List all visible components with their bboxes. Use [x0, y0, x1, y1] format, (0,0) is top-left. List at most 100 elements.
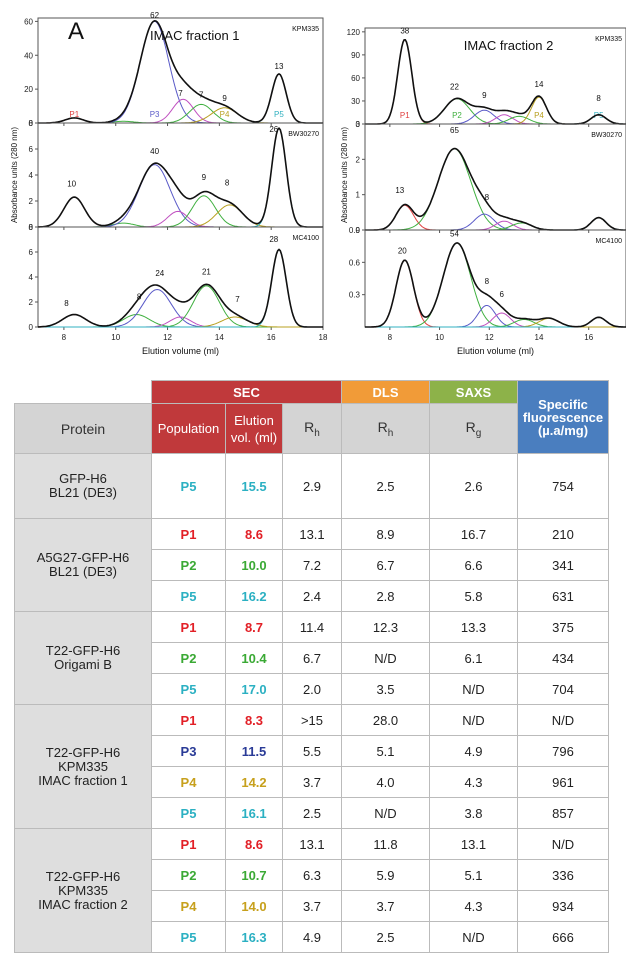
x-tick-label: 12 — [485, 333, 494, 342]
elution-cell: 10.7 — [225, 859, 283, 891]
x-tick-label: 10 — [435, 333, 444, 342]
header-dls: DLS — [341, 380, 430, 404]
fluorescence-cell: 961 — [517, 766, 609, 798]
strain-label: KPM335 — [595, 36, 622, 43]
fluorescence-cell: 796 — [517, 735, 609, 767]
rg-saxs-cell: 6.6 — [429, 549, 518, 581]
y-axis-label: Absorbance units (280 nm) — [340, 127, 349, 223]
population-label: P5 — [274, 110, 284, 119]
peak-value-label: 62 — [150, 11, 159, 20]
x-tick-label: 8 — [388, 333, 393, 342]
total-trace — [38, 19, 323, 124]
peak-value-label: 9 — [482, 91, 487, 100]
panel-b: B SEC DLS SAXS Specific fluorescence (µ.… — [0, 380, 626, 953]
y-tick-label: 20 — [24, 85, 33, 94]
rh-dls-cell: 11.8 — [341, 828, 430, 860]
rg-saxs-cell: N/D — [429, 921, 518, 953]
rg-saxs-cell: 5.8 — [429, 580, 518, 612]
plot-frame — [364, 229, 626, 328]
rh-dls-cell: 8.9 — [341, 518, 430, 550]
strain-label: MC4100 — [596, 238, 623, 245]
y-tick-label: 0 — [29, 119, 34, 128]
y-tick-label: 90 — [351, 51, 360, 60]
header-specific-fluorescence: Specific fluorescence (µ.a/mg) — [517, 380, 609, 454]
peak-value-label: 54 — [450, 229, 459, 238]
elution-cell: 17.0 — [225, 673, 283, 705]
fluorescence-cell: N/D — [517, 704, 609, 736]
header-protein: Protein — [14, 403, 152, 454]
total-trace — [365, 38, 626, 125]
peak-value-label: 7 — [178, 89, 183, 98]
y-tick-label: 30 — [351, 97, 360, 106]
table-row: P2 10.0 7.2 6.7 6.6 341 — [15, 549, 609, 581]
table-body: GFP-H6 BL21 (DE3) P5 15.5 2.9 2.5 2.6 754 A5G27… — [14, 453, 609, 953]
y-tick-label: 2 — [356, 155, 361, 164]
x-tick-label: 10 — [111, 333, 120, 342]
rh-dls-cell: N/D — [341, 797, 430, 829]
peak-value-label: 10 — [67, 180, 76, 189]
population-cell: P4 — [151, 766, 226, 798]
y-tick-label: 0 — [29, 323, 34, 332]
header-rh-sec: Rh — [282, 403, 342, 454]
population-cell: P1 — [151, 828, 226, 860]
rg-saxs-cell: 4.3 — [429, 766, 518, 798]
rh-sec-cell: 5.5 — [282, 735, 342, 767]
header-saxs: SAXS — [429, 380, 518, 404]
peak-value-label: 40 — [150, 147, 159, 156]
x-axis-label: Elution volume (ml) — [457, 346, 534, 356]
protein-cell: GFP-H6 BL21 (DE3) — [14, 453, 152, 519]
elution-cell: 14.0 — [225, 890, 283, 922]
rh-sec-cell: 13.1 — [282, 518, 342, 550]
peak-value-label: 22 — [450, 82, 459, 91]
population-label: P2 — [452, 111, 462, 120]
rh-dls-cell: 5.9 — [341, 859, 430, 891]
rg-saxs-cell: 13.1 — [429, 828, 518, 860]
fluorescence-cell: 754 — [517, 453, 609, 519]
elution-cell: 16.3 — [225, 921, 283, 953]
table-row: P5 17.0 2.0 3.5 N/D 704 — [15, 673, 609, 705]
x-tick-label: 14 — [215, 333, 224, 342]
population-cell: P5 — [151, 673, 226, 705]
population-cell: P4 — [151, 890, 226, 922]
y-tick-label: 6 — [29, 248, 34, 257]
rh-sec-cell: 7.2 — [282, 549, 342, 581]
y-tick-label: 0 — [29, 223, 34, 232]
fluorescence-cell: 666 — [517, 921, 609, 953]
peak-value-label: 6 — [499, 290, 504, 299]
rh-sec-cell: 2.9 — [282, 453, 342, 519]
rh-letter: R — [377, 418, 388, 435]
elution-cell: 14.2 — [225, 766, 283, 798]
y-tick-label: 60 — [351, 74, 360, 83]
strain-label: KPM335 — [292, 26, 319, 33]
population-cell: P5 — [151, 797, 226, 829]
rh-sec-cell: 6.3 — [282, 859, 342, 891]
rh-sec-cell: >15 — [282, 704, 342, 736]
peak-value-label: 7 — [235, 295, 240, 304]
peak-component — [365, 259, 626, 328]
table-row: T22-GFP-H6 KPM335 IMAC fraction 1 P1 8.3 >1… — [14, 704, 609, 829]
rh-sec-cell: 3.7 — [282, 890, 342, 922]
rh-sec-cell: 2.4 — [282, 580, 342, 612]
peak-component — [38, 248, 323, 328]
population-label: P1 — [400, 111, 410, 120]
y-tick-label: 0.6 — [349, 258, 361, 267]
fluorescence-cell: 341 — [517, 549, 609, 581]
peak-value-label: 21 — [202, 268, 211, 277]
peak-component — [38, 285, 323, 328]
peak-value-label: 20 — [398, 247, 407, 256]
plot-frame — [37, 226, 324, 328]
population-cell: P2 — [151, 859, 226, 891]
table-row: T22-GFP-H6 KPM335 IMAC fraction 2 P1 8.6 13… — [14, 828, 609, 953]
peak-component — [365, 217, 626, 231]
rg-letter: R — [465, 418, 476, 435]
population-label: P3 — [150, 110, 160, 119]
subplot-title: IMAC fraction 1 — [150, 28, 240, 43]
fluorescence-cell: 857 — [517, 797, 609, 829]
y-tick-label: 0 — [356, 120, 361, 129]
table-row: P4 14.2 3.7 4.0 4.3 961 — [15, 766, 609, 798]
plot-frame — [364, 123, 626, 231]
table-row: P3 11.5 5.5 5.1 4.9 796 — [15, 735, 609, 767]
x-tick-label: 16 — [584, 333, 593, 342]
y-axis-label: Absorbance units (280 nm) — [10, 127, 19, 223]
rg-saxs-cell: N/D — [429, 673, 518, 705]
